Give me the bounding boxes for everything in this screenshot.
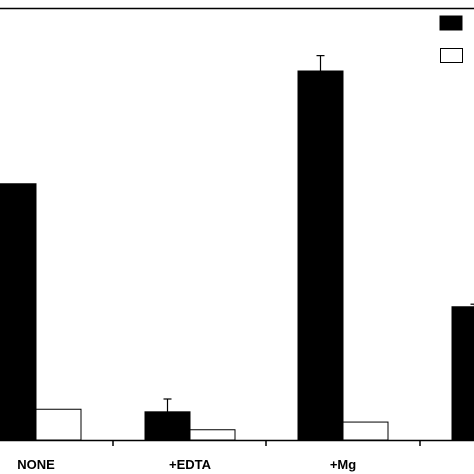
bar-series-2 (35, 408, 82, 441)
x-tick-label: +EDTA (169, 457, 212, 472)
bar-series-2 (342, 421, 389, 441)
legend-swatch-series-1 (439, 15, 463, 31)
x-tick-label: NONE (17, 457, 55, 472)
bar-series-1 (297, 70, 344, 441)
bars-group (0, 70, 474, 441)
bar-series-1 (144, 411, 191, 441)
legend (439, 15, 463, 63)
x-axis-tick-labels: NONE +EDTA +Mg (17, 457, 356, 472)
legend-swatch-series-2 (440, 48, 463, 63)
bar-series-2 (189, 429, 236, 441)
bar-series-1 (451, 306, 474, 441)
x-tick-label: +Mg (330, 457, 356, 472)
x-axis-ticks (112, 440, 421, 446)
bar-series-1 (0, 183, 37, 441)
error-bars-group (163, 55, 474, 412)
